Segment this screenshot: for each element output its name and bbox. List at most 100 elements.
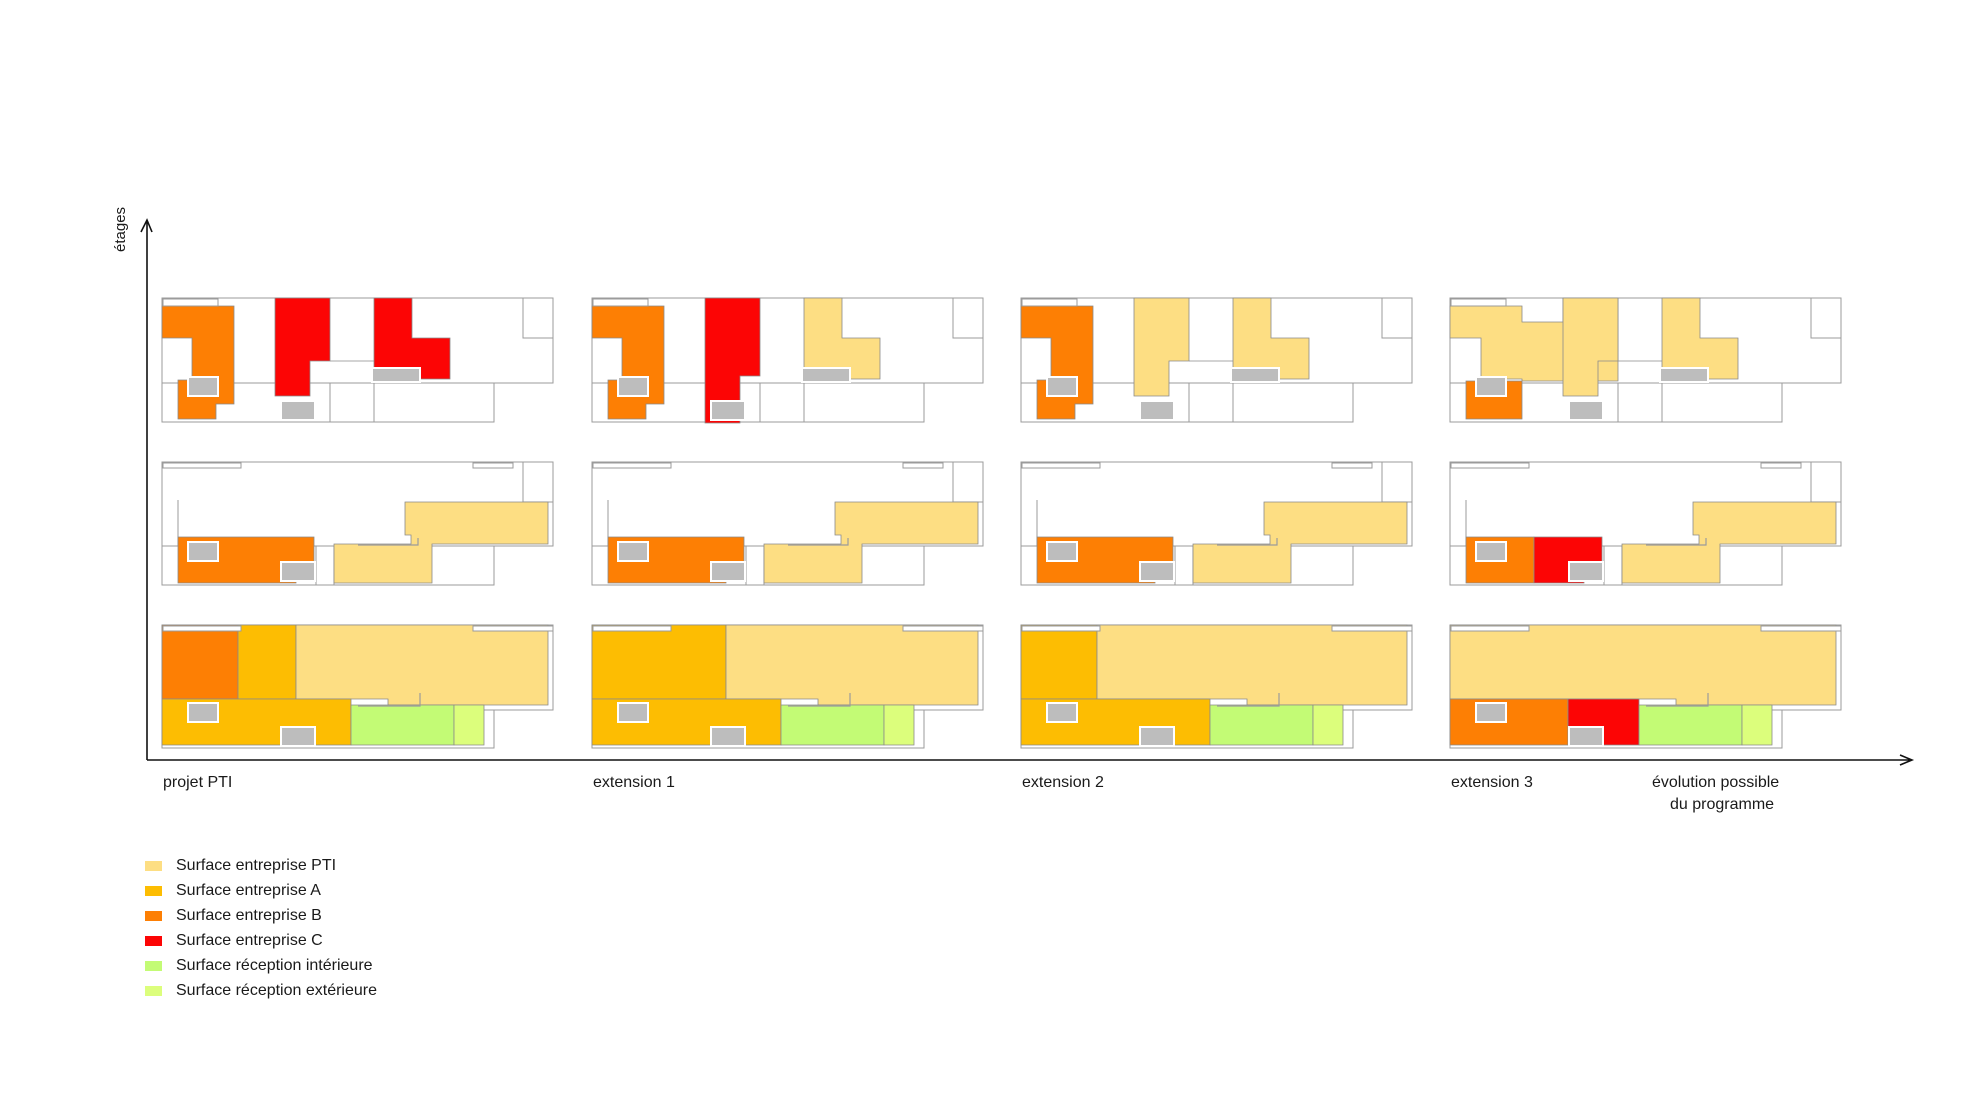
bot-floor-zone-2 xyxy=(725,624,979,706)
core-block xyxy=(1046,702,1078,723)
bot-floor-zone-4 xyxy=(1209,704,1314,746)
legend-label: Surface entreprise C xyxy=(176,931,323,949)
legend-label: Surface entreprise A xyxy=(176,881,321,899)
stair-bar xyxy=(1021,298,1078,307)
legend-item: Surface entreprise C xyxy=(145,928,377,953)
core-block xyxy=(710,400,746,421)
corridor-detail xyxy=(788,538,851,707)
core-block xyxy=(187,702,219,723)
stair-bar xyxy=(1331,462,1373,469)
column-label-4: extension 3 xyxy=(1451,774,1533,791)
core-block xyxy=(710,561,746,582)
legend-swatch xyxy=(145,885,162,896)
core-block xyxy=(280,726,316,747)
mid-floor-zone-2 xyxy=(763,501,979,584)
legend-label: Surface réception extérieure xyxy=(176,981,377,999)
legend-item: Surface entreprise PTI xyxy=(145,853,377,878)
column-label-1: projet PTI xyxy=(163,774,233,791)
stair-bar xyxy=(1331,625,1413,632)
core-block xyxy=(617,376,649,397)
bot-floor-zone-1 xyxy=(161,624,239,700)
column-4 xyxy=(1449,297,1842,749)
bot-floor-zone-1 xyxy=(1449,624,1837,706)
column-1 xyxy=(161,297,554,749)
stair-bar xyxy=(162,298,219,307)
top-floor-outline xyxy=(1449,297,1842,423)
core-block xyxy=(1139,561,1175,582)
stair-bar xyxy=(902,462,944,469)
bot-floor-zone-1 xyxy=(591,624,727,700)
core-block xyxy=(1139,726,1175,747)
legend-item: Surface entreprise A xyxy=(145,878,377,903)
stair-bar xyxy=(1450,462,1530,469)
legend: Surface entreprise PTI Surface entreprise… xyxy=(145,853,377,1003)
core-block xyxy=(371,367,421,383)
core-block xyxy=(280,400,316,421)
core-block xyxy=(280,561,316,582)
bot-floor-zone-3 xyxy=(295,624,549,706)
bot-floor-zone-1 xyxy=(1020,624,1098,700)
top-floor-zone-2 xyxy=(1133,297,1190,397)
bot-floor-zone-4 xyxy=(780,704,885,746)
corridor-detail xyxy=(358,538,421,707)
core-block xyxy=(1568,400,1604,421)
stair-bar xyxy=(472,462,514,469)
stair-bar xyxy=(592,462,672,469)
core-block xyxy=(1659,367,1709,383)
bot-floor-zone-6 xyxy=(453,704,485,746)
core-block xyxy=(187,541,219,562)
bot-floor-zone-5 xyxy=(350,704,455,746)
legend-label: Surface réception intérieure xyxy=(176,956,373,974)
column-2 xyxy=(591,297,984,749)
legend-label: Surface entreprise PTI xyxy=(176,856,337,874)
core-block xyxy=(1139,400,1175,421)
stair-bar xyxy=(1021,625,1101,632)
top-floor-zone-3 xyxy=(1189,297,1310,380)
y-axis xyxy=(140,218,153,760)
stair-bar xyxy=(1021,462,1101,469)
top-floor-zone-4 xyxy=(1618,297,1739,380)
core-block xyxy=(1046,541,1078,562)
legend-swatch xyxy=(145,985,162,996)
top-floor-zone-1 xyxy=(1020,305,1094,420)
stair-bar xyxy=(1760,462,1802,469)
stair-bar xyxy=(162,462,242,469)
legend-label: Surface entreprise B xyxy=(176,906,322,924)
x-axis xyxy=(147,754,1915,766)
bot-floor-zone-5 xyxy=(1741,704,1773,746)
core-block xyxy=(801,367,851,383)
legend-item: Surface réception extérieure xyxy=(145,978,377,1003)
top-floor-zone-3 xyxy=(330,297,451,380)
core-block xyxy=(1046,376,1078,397)
legend-swatch xyxy=(145,860,162,871)
y-axis-label: étages xyxy=(112,206,129,252)
core-block xyxy=(1475,702,1507,723)
bot-floor-zone-5 xyxy=(883,704,915,746)
top-floor-outline xyxy=(1020,297,1413,423)
core-block xyxy=(617,702,649,723)
extra-label-line2: du programme xyxy=(1670,796,1775,813)
core-block xyxy=(1475,541,1507,562)
mid-floor-zone-2 xyxy=(333,501,549,584)
stair-bar xyxy=(592,298,649,307)
mid-floor-zone-2 xyxy=(1192,501,1408,584)
stair-bar xyxy=(162,625,242,632)
stair-bar xyxy=(1450,298,1507,307)
top-floor-zone-1 xyxy=(591,305,665,420)
top-floor-zone-2 xyxy=(704,297,761,424)
top-floor-outline xyxy=(591,297,984,423)
legend-swatch xyxy=(145,935,162,946)
column-label-3: extension 2 xyxy=(1022,774,1104,791)
bot-floor-zone-2 xyxy=(1449,698,1569,746)
mid-floor-zone-3 xyxy=(1621,501,1837,584)
core-block xyxy=(1475,376,1507,397)
corridor-detail xyxy=(1217,538,1280,707)
stair-bar xyxy=(902,625,984,632)
bot-floor-zone-5 xyxy=(1312,704,1344,746)
top-floor-zone-1 xyxy=(161,305,235,420)
core-block xyxy=(617,541,649,562)
legend-item: Surface entreprise B xyxy=(145,903,377,928)
top-floor-zone-2 xyxy=(274,297,331,397)
bot-floor-zone-2 xyxy=(237,624,297,700)
